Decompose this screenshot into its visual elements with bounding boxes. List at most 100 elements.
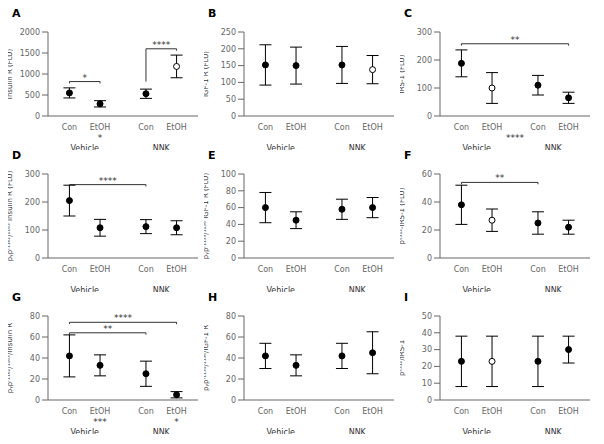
svg-text:10: 10 [422, 379, 432, 388]
svg-text:**: ** [511, 35, 521, 45]
svg-text:EtOH: EtOH [362, 265, 383, 274]
svg-text:NNK: NNK [545, 428, 563, 434]
svg-text:0: 0 [427, 396, 432, 405]
svg-text:40: 40 [30, 354, 40, 363]
svg-text:20: 20 [226, 375, 236, 384]
svg-text:EtOH: EtOH [482, 123, 503, 132]
svg-text:200: 200 [25, 198, 40, 207]
svg-text:IGF-1 R (FLU): IGF-1 R (FLU) [204, 51, 210, 97]
svg-text:NNK: NNK [349, 144, 367, 150]
svg-text:pˢ³¹²-IRS-1 (FLU): pˢ³¹²-IRS-1 (FLU) [400, 187, 406, 244]
svg-text:Vehicle: Vehicle [266, 428, 295, 434]
svg-text:150: 150 [221, 61, 236, 70]
svg-text:40: 40 [226, 220, 236, 229]
svg-text:****: **** [114, 313, 133, 323]
svg-text:0: 0 [231, 112, 236, 121]
svg-text:0: 0 [35, 112, 40, 121]
svg-text:NNK: NNK [153, 428, 171, 434]
svg-text:60: 60 [30, 333, 40, 342]
svg-text:30: 30 [422, 345, 432, 354]
svg-text:80: 80 [226, 312, 236, 321]
svg-text:NNK: NNK [349, 286, 367, 292]
svg-text:NNK: NNK [153, 286, 171, 292]
svg-text:0: 0 [35, 396, 40, 405]
svg-text:EtOH: EtOH [90, 265, 111, 274]
svg-text:****: **** [99, 176, 118, 186]
svg-text:Con: Con [334, 407, 350, 416]
svg-text:Con: Con [454, 123, 470, 132]
svg-text:EtOH: EtOH [166, 123, 187, 132]
svg-text:Con: Con [530, 123, 546, 132]
svg-text:2000: 2000 [20, 28, 40, 37]
svg-text:40: 40 [422, 198, 432, 207]
svg-text:EtOH: EtOH [286, 123, 307, 132]
svg-text:NNK: NNK [545, 144, 563, 150]
svg-text:250: 250 [221, 28, 236, 37]
svg-text:EtOH: EtOH [286, 265, 307, 274]
svg-text:20: 20 [226, 237, 236, 246]
svg-text:40: 40 [226, 354, 236, 363]
svg-text:Vehicle: Vehicle [70, 428, 99, 434]
svg-text:20: 20 [30, 375, 40, 384]
svg-text:EtOH: EtOH [166, 265, 187, 274]
svg-text:*: * [174, 417, 179, 427]
svg-text:0: 0 [427, 112, 432, 121]
svg-text:NNK: NNK [153, 144, 171, 150]
svg-text:500: 500 [25, 91, 40, 100]
svg-text:pᵧpʳ¹¹⁶²/¹¹⁶³ Insulin R (FLU): pᵧpʳ¹¹⁶²/¹¹⁶³ Insulin R (FLU) [8, 170, 14, 261]
svg-text:Con: Con [454, 265, 470, 274]
svg-text:EtOH: EtOH [286, 407, 307, 416]
svg-text:200: 200 [221, 45, 236, 54]
svg-text:0: 0 [231, 254, 236, 263]
svg-text:1000: 1000 [20, 70, 40, 79]
svg-text:Con: Con [138, 123, 154, 132]
svg-text:Con: Con [62, 265, 78, 274]
svg-text:Vehicle: Vehicle [70, 286, 99, 292]
svg-text:Con: Con [62, 407, 78, 416]
svg-text:**: ** [103, 324, 113, 334]
svg-text:Con: Con [334, 265, 350, 274]
svg-text:Con: Con [258, 265, 274, 274]
svg-text:Insulin R (FLU): Insulin R (FLU) [8, 49, 14, 100]
svg-text:****: **** [506, 133, 525, 143]
svg-text:***: *** [93, 417, 107, 427]
svg-text:Vehicle: Vehicle [266, 286, 295, 292]
svg-text:pᵧpʳ¹¹³⁵/¹¹³⁶ IGF-1 R (FLU): pᵧpʳ¹¹³⁵/¹¹³⁶ IGF-1 R (FLU) [204, 173, 210, 260]
svg-text:80: 80 [226, 187, 236, 196]
svg-text:80: 80 [30, 312, 40, 321]
svg-text:Con: Con [258, 407, 274, 416]
svg-text:EtOH: EtOH [482, 265, 503, 274]
svg-text:100: 100 [221, 78, 236, 87]
svg-text:100: 100 [417, 84, 432, 93]
svg-text:1500: 1500 [20, 49, 40, 58]
svg-text:Vehicle: Vehicle [462, 286, 491, 292]
svg-text:NNK: NNK [545, 286, 563, 292]
svg-text:****: **** [152, 40, 171, 50]
svg-text:Vehicle: Vehicle [462, 144, 491, 150]
svg-text:IRS-1 (FLU): IRS-1 (FLU) [400, 54, 406, 93]
svg-text:50: 50 [422, 312, 432, 321]
svg-text:60: 60 [422, 170, 432, 179]
svg-text:EtOH: EtOH [558, 123, 579, 132]
svg-text:Vehicle: Vehicle [266, 144, 295, 150]
svg-text:EtOH: EtOH [362, 123, 383, 132]
svg-text:40: 40 [422, 329, 432, 338]
svg-text:pᵧpʳ¹¹³⁵/¹¹³⁶/IGF-1 R: pᵧpʳ¹¹³⁵/¹¹³⁶/IGF-1 R [204, 325, 210, 391]
svg-text:200: 200 [417, 56, 432, 65]
svg-text:0: 0 [427, 254, 432, 263]
svg-text:*: * [98, 133, 103, 143]
svg-text:pˢ³¹²/IRS-1: pˢ³¹²/IRS-1 [400, 340, 406, 376]
svg-text:100: 100 [221, 170, 236, 179]
svg-text:300: 300 [417, 28, 432, 37]
svg-text:60: 60 [226, 203, 236, 212]
svg-text:EtOH: EtOH [90, 123, 111, 132]
svg-text:0: 0 [231, 396, 236, 405]
svg-text:Con: Con [138, 265, 154, 274]
svg-text:0: 0 [35, 254, 40, 263]
svg-text:100: 100 [25, 226, 40, 235]
svg-text:20: 20 [422, 362, 432, 371]
svg-text:Con: Con [138, 407, 154, 416]
svg-text:pᵧpʳ¹¹⁶²/¹¹⁶³/Insulin R: pᵧpʳ¹¹⁶²/¹¹⁶³/Insulin R [8, 323, 14, 394]
svg-text:EtOH: EtOH [558, 265, 579, 274]
svg-text:Con: Con [530, 265, 546, 274]
